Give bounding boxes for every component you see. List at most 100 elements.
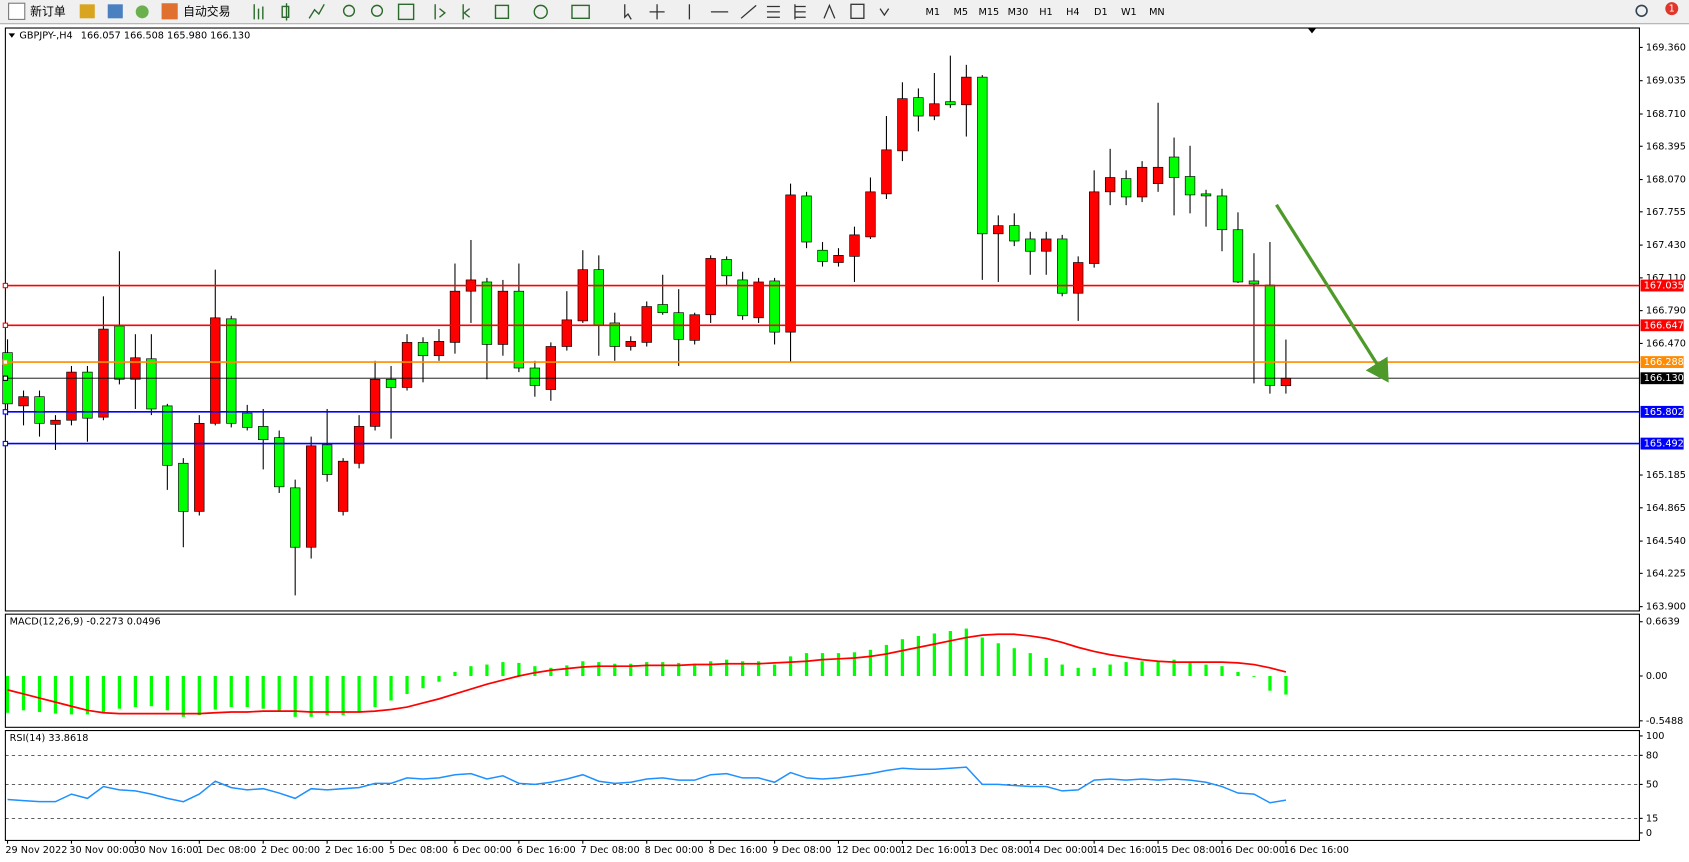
- auto-trading-icon[interactable]: [161, 3, 178, 20]
- macd-bar: [964, 628, 968, 676]
- toolbar-icons[interactable]: [253, 3, 590, 21]
- toolbar-icon[interactable]: [135, 5, 149, 19]
- candle-body: [817, 249, 828, 262]
- macd-bar: [533, 666, 537, 676]
- macd-bar: [1124, 662, 1128, 676]
- macd-bar: [469, 666, 473, 676]
- toolbar-icon[interactable]: [107, 4, 123, 19]
- timeframe-button[interactable]: H4: [1066, 7, 1079, 18]
- macd-bar: [5, 675, 10, 713]
- crosshair-tool[interactable]: [649, 4, 665, 20]
- macd-bar: [1188, 662, 1192, 676]
- symbol-menu-arrow[interactable]: [8, 33, 16, 38]
- notification-badge[interactable]: [1665, 2, 1679, 16]
- trendline-tool[interactable]: [740, 4, 757, 19]
- y-tick-label: 167.110: [1646, 273, 1686, 284]
- candle-body: [1025, 238, 1036, 252]
- macd-bar: [788, 656, 793, 676]
- timeframes: M1 M5 M15 M30 H1 H4 D1 W1 MN: [926, 7, 1165, 18]
- search-icon[interactable]: [1635, 4, 1648, 17]
- x-tick-label: 7 Dec 08:00: [581, 845, 640, 856]
- macd-bar: [629, 663, 633, 676]
- macd-bar: [1284, 675, 1288, 695]
- zoom-out-icon[interactable]: [370, 4, 384, 17]
- candle-body: [945, 101, 956, 106]
- channel-tool[interactable]: [766, 5, 780, 18]
- y-tick-label: 100: [1646, 731, 1664, 742]
- fibo-tool[interactable]: [794, 4, 806, 20]
- macd-bar: [804, 653, 809, 676]
- candle-body: [337, 460, 349, 512]
- templates-icon[interactable]: [571, 4, 590, 20]
- periods-icon[interactable]: [533, 4, 548, 20]
- candle-body: [34, 396, 45, 424]
- autoscroll-icon[interactable]: [434, 4, 446, 20]
- timeframe-button[interactable]: MN: [1149, 7, 1165, 18]
- candle-body: [881, 149, 892, 195]
- macd-bar: [1220, 666, 1224, 676]
- macd-bar: [405, 675, 409, 694]
- price-level-tag: [1640, 372, 1684, 385]
- line-icon[interactable]: [308, 3, 325, 19]
- price-level-label: 166.647: [1644, 320, 1684, 331]
- price-level-label: 165.802: [1644, 407, 1684, 418]
- auto-trading-button[interactable]: 自动交易: [183, 4, 230, 18]
- macd-bar: [1236, 671, 1240, 676]
- signal-line: [7, 633, 1287, 715]
- label-tool[interactable]: [850, 3, 865, 19]
- x-tick-label: 16 Dec 16:00: [1284, 845, 1349, 856]
- tile-icon[interactable]: [397, 3, 415, 21]
- y-tick-label: 0.6639: [1646, 617, 1680, 628]
- timeframe-button[interactable]: W1: [1121, 7, 1137, 18]
- text-tool[interactable]: [823, 3, 836, 19]
- price-level-handle: [2, 359, 9, 365]
- new-order-icon[interactable]: [8, 2, 26, 20]
- shift-icon[interactable]: [462, 4, 471, 20]
- macd-bar: [293, 675, 297, 717]
- timeframe-button[interactable]: M1: [926, 7, 941, 18]
- drawing-tools[interactable]: [624, 3, 890, 20]
- rsi-panel: [4, 730, 1640, 841]
- candle-body: [194, 422, 205, 512]
- x-tick-label: 2 Dec 00:00: [261, 845, 320, 856]
- candle-body: [1088, 191, 1100, 264]
- zoom-in-icon[interactable]: [342, 4, 356, 17]
- x-tick-label: 9 Dec 08:00: [772, 845, 831, 856]
- timeframe-button[interactable]: M15: [978, 7, 999, 18]
- timeframe-button[interactable]: H1: [1039, 7, 1052, 18]
- candle-body: [369, 378, 381, 427]
- macd-panel: [4, 613, 1640, 728]
- macd-bar: [85, 675, 90, 715]
- indicators-icon[interactable]: [494, 4, 510, 20]
- candle-body: [961, 76, 972, 106]
- price-level-tag: [1640, 279, 1684, 292]
- macd-bar: [437, 675, 441, 682]
- candle-body: [1280, 377, 1292, 387]
- price-level-label: 167.035: [1644, 281, 1684, 292]
- timeframe-button[interactable]: D1: [1094, 7, 1108, 18]
- macd-bar: [916, 635, 921, 676]
- candle-icon[interactable]: [281, 3, 290, 21]
- macd-bar: [948, 631, 952, 676]
- macd-bar: [980, 637, 984, 676]
- shapes-tool[interactable]: [879, 8, 890, 17]
- toolbar-icon[interactable]: [79, 4, 95, 19]
- y-tick-label: 164.540: [1646, 536, 1686, 547]
- cursor-tool[interactable]: [624, 4, 632, 20]
- bar-chart-icon[interactable]: [253, 4, 264, 20]
- macd-bar: [661, 662, 665, 676]
- macd-bar: [501, 662, 505, 676]
- candle-body: [929, 103, 940, 117]
- macd-bar: [1012, 648, 1016, 676]
- timeframe-button[interactable]: M30: [1008, 7, 1029, 18]
- timeframe-button[interactable]: M5: [954, 7, 969, 18]
- candle-body: [801, 195, 812, 243]
- macd-bar: [932, 633, 936, 676]
- macd-bar: [868, 649, 873, 676]
- rsi-line: [7, 766, 1287, 804]
- candle-body: [993, 225, 1004, 235]
- new-order-button[interactable]: 新订单: [30, 4, 66, 18]
- candle-body: [625, 341, 636, 347]
- candle-body: [833, 255, 844, 263]
